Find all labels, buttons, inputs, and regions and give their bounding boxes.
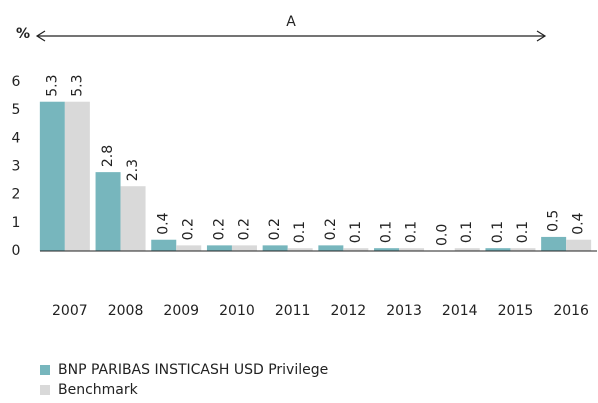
legend-label: Benchmark — [58, 382, 139, 398]
y-tick-label: 3 — [12, 159, 21, 175]
bar — [206, 245, 232, 251]
value-label: 0.2 — [267, 218, 283, 240]
value-label: 0.1 — [379, 221, 395, 243]
value-label: 2.8 — [100, 145, 116, 167]
value-label: 0.1 — [404, 221, 420, 243]
value-label: 0.1 — [348, 221, 364, 243]
x-tick-label: 2010 — [219, 303, 255, 319]
x-tick-label: 2014 — [442, 303, 478, 319]
value-label: 0.1 — [292, 221, 308, 243]
value-label: 2.3 — [125, 159, 141, 181]
x-tick-label: 2016 — [553, 303, 589, 319]
bar — [399, 248, 425, 251]
x-tick-label: 2011 — [275, 303, 311, 319]
y-tick-label: 6 — [12, 74, 21, 90]
bar — [454, 248, 480, 251]
bar — [343, 248, 369, 251]
y-tick-label: 5 — [12, 102, 21, 118]
bar — [374, 248, 400, 251]
x-tick-label: 2007 — [52, 303, 88, 319]
range-arrow — [35, 30, 547, 42]
x-tick-label: 2012 — [331, 303, 367, 319]
value-label: 5.3 — [44, 74, 60, 96]
bar — [231, 245, 257, 251]
bar — [176, 245, 202, 251]
bar — [541, 236, 567, 251]
value-label: 0.2 — [211, 218, 227, 240]
bar — [120, 186, 146, 251]
y-tick-label: 0 — [12, 243, 21, 259]
x-tick-label: 2009 — [163, 303, 199, 319]
bar — [39, 101, 65, 251]
value-label: 0.1 — [490, 221, 506, 243]
value-label: 0.2 — [236, 218, 252, 240]
bar — [287, 248, 313, 251]
y-axis-label: % — [16, 26, 30, 42]
value-label: 0.1 — [515, 221, 531, 243]
bar — [95, 172, 121, 251]
x-tick-label: 2013 — [386, 303, 422, 319]
x-tick-label: 2008 — [108, 303, 144, 319]
value-label: 0.5 — [546, 210, 562, 232]
value-label: 0.4 — [156, 212, 172, 234]
value-label: 0.2 — [181, 218, 197, 240]
bar — [318, 245, 344, 251]
bar — [485, 248, 511, 251]
bar — [151, 239, 177, 251]
value-label: 0.2 — [323, 218, 339, 240]
value-label: 0.1 — [459, 221, 475, 243]
bar — [64, 101, 90, 251]
legend-swatch — [40, 365, 50, 375]
value-label: 0.0 — [434, 224, 450, 246]
y-tick-label: 2 — [12, 187, 21, 203]
annotation: A — [286, 14, 296, 30]
value-label: 0.4 — [571, 212, 587, 234]
value-label: 5.3 — [69, 74, 85, 96]
y-tick-label: 1 — [12, 215, 21, 231]
bar — [566, 239, 592, 251]
y-tick-label: 4 — [12, 130, 21, 146]
bar — [510, 248, 536, 251]
x-tick-label: 2015 — [498, 303, 534, 319]
legend-swatch — [40, 385, 50, 395]
bar — [262, 245, 288, 251]
legend-label: BNP PARIBAS INSTICASH USD Privilege — [58, 362, 328, 378]
